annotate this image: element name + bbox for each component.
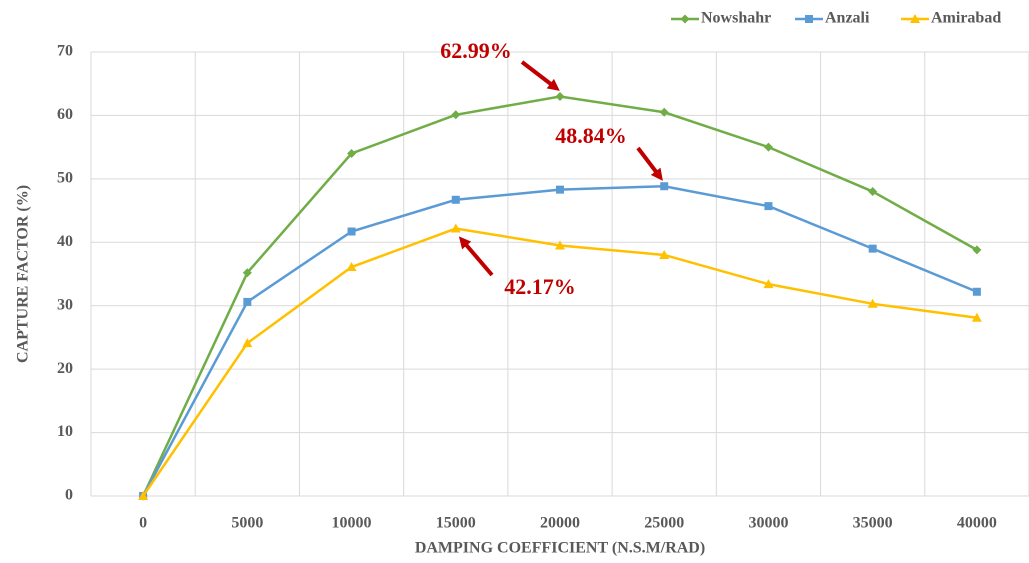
x-tick-label: 15000	[436, 515, 476, 532]
y-tick-label: 70	[57, 43, 73, 60]
marker	[242, 338, 253, 348]
marker	[972, 245, 982, 255]
annotation: 42.17%	[504, 274, 576, 299]
y-tick-label: 10	[57, 423, 73, 440]
marker	[347, 148, 357, 158]
y-tick-label: 50	[57, 170, 73, 187]
marker	[971, 312, 982, 322]
x-tick-label: 10000	[332, 515, 372, 532]
legend-label: Nowshahr	[701, 10, 771, 27]
marker	[910, 14, 920, 23]
marker	[659, 107, 669, 117]
annotation: 48.84%	[555, 123, 627, 148]
series-line	[142, 184, 978, 497]
marker	[555, 91, 565, 101]
legend-label: Anzali	[825, 10, 870, 27]
marker	[555, 240, 565, 250]
marker	[763, 279, 774, 289]
marker	[347, 227, 356, 236]
marker	[242, 268, 252, 278]
annotation-arrow	[636, 146, 663, 181]
marker	[805, 15, 813, 23]
marker	[659, 249, 670, 259]
series-line	[142, 227, 978, 497]
y-axis-label: CAPTURE FACTOR (%)	[15, 185, 32, 363]
marker	[660, 182, 669, 191]
y-tick-label: 60	[57, 106, 73, 123]
x-tick-label: 20000	[540, 515, 580, 532]
y-tick-label: 30	[57, 296, 73, 313]
marker	[764, 202, 773, 211]
marker	[868, 244, 877, 253]
x-tick-label: 5000	[231, 515, 263, 532]
marker	[243, 297, 252, 306]
marker	[972, 287, 981, 296]
legend-label: Amirabad	[931, 10, 1001, 27]
marker	[868, 187, 878, 197]
annotation-arrow	[520, 60, 560, 91]
x-tick-label: 25000	[644, 515, 684, 532]
x-tick-label: 35000	[853, 515, 893, 532]
annotation: 62.99%	[440, 38, 512, 63]
y-tick-label: 40	[57, 233, 73, 250]
x-axis-label: DAMPING COEFFICIENT (N.S.M/RAD)	[415, 540, 705, 557]
x-tick-label: 30000	[748, 515, 788, 532]
y-tick-label: 20	[57, 360, 73, 377]
x-tick-label: 40000	[957, 515, 997, 532]
marker	[450, 223, 461, 233]
y-tick-label: 0	[65, 487, 73, 504]
marker	[346, 262, 357, 272]
marker	[867, 298, 878, 308]
marker	[556, 185, 564, 194]
marker	[451, 195, 460, 204]
marker	[138, 491, 149, 500]
marker	[680, 14, 690, 24]
marker	[763, 142, 773, 152]
marker	[451, 110, 461, 120]
annotation-arrow	[458, 236, 494, 277]
x-tick-label: 0	[139, 515, 147, 532]
